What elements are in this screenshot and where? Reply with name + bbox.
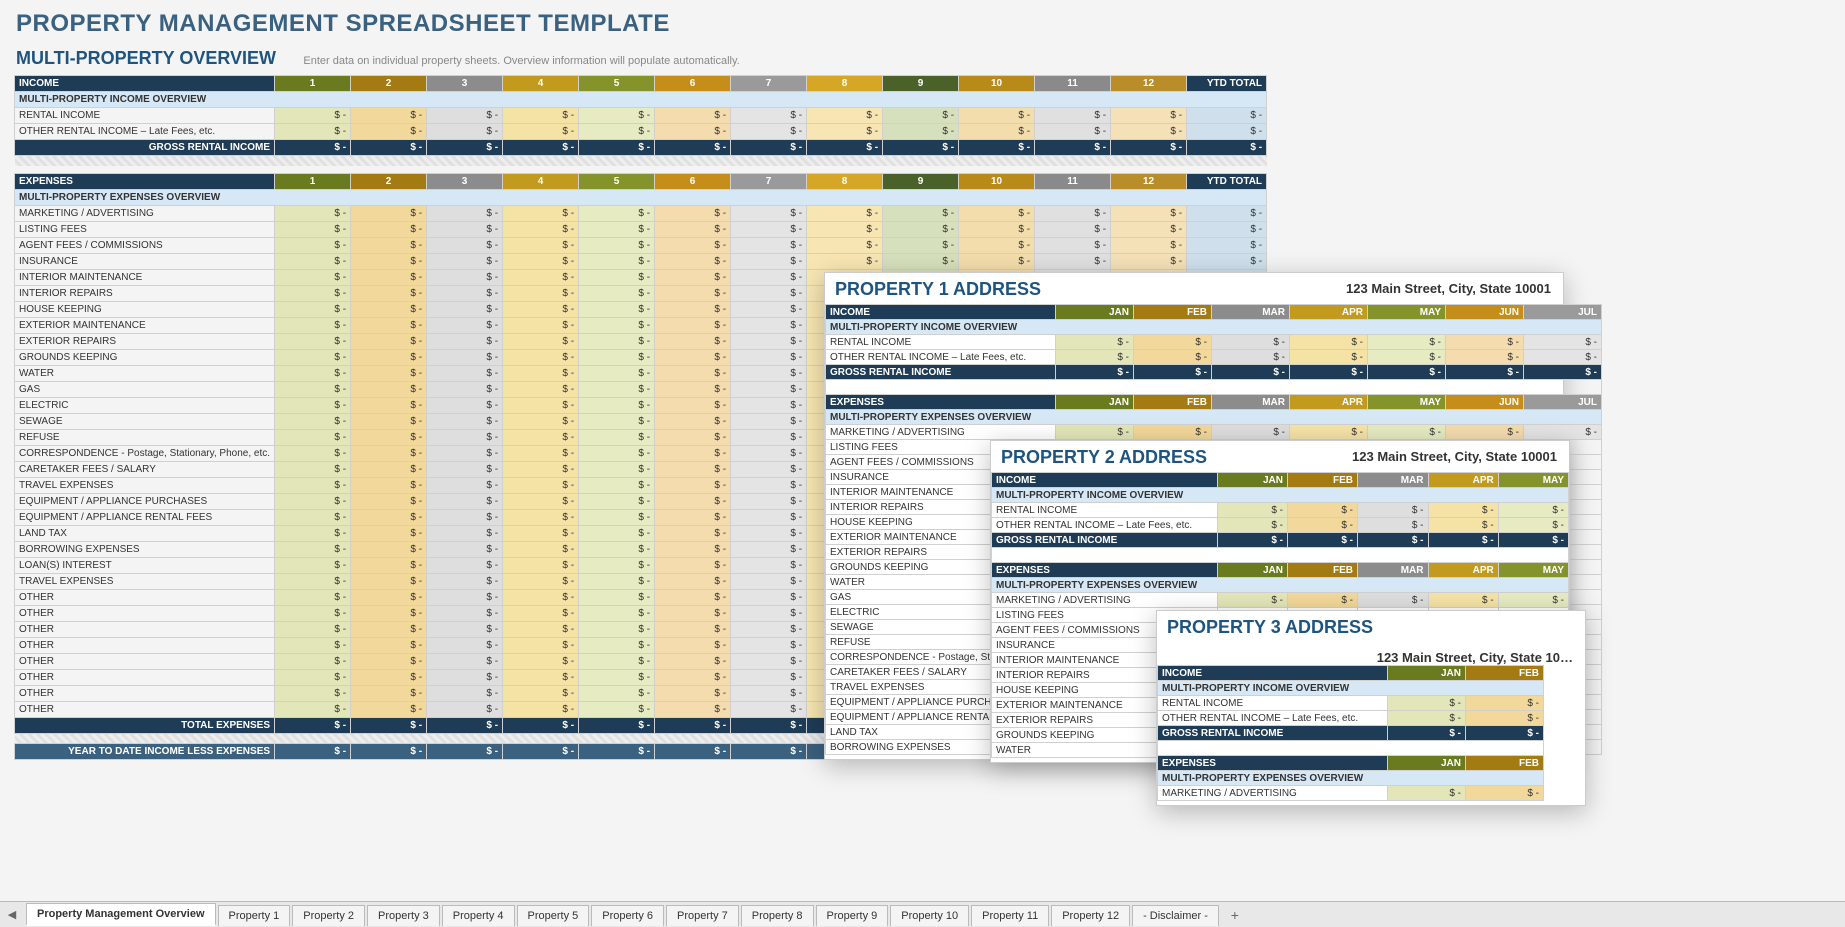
sheet-tab[interactable]: Property Management Overview	[26, 903, 216, 926]
sheet-tab[interactable]: Property 6	[591, 905, 664, 926]
section-hint: Enter data on individual property sheets…	[303, 55, 739, 67]
page-title: PROPERTY MANAGEMENT SPREADSHEET TEMPLATE	[0, 0, 1845, 42]
property-1-title: PROPERTY 1 ADDRESS	[825, 273, 1051, 304]
property-2-title: PROPERTY 2 ADDRESS	[991, 441, 1217, 472]
property-3-table[interactable]: INCOMEJANFEBMULTI-PROPERTY INCOME OVERVI…	[1157, 665, 1544, 801]
sheet-tab[interactable]: Property 2	[292, 905, 365, 926]
sheet-tab[interactable]: Property 3	[367, 905, 440, 926]
tab-add-button[interactable]: +	[1223, 907, 1247, 923]
property-3-address: 123 Main Street, City, State 10…	[1377, 642, 1585, 665]
sheet-tab[interactable]: Property 9	[816, 905, 889, 926]
sheet-tab[interactable]: Property 5	[517, 905, 590, 926]
property-3-card: PROPERTY 3 ADDRESS 123 Main Street, City…	[1156, 610, 1586, 806]
sheet-tab[interactable]: Property 10	[890, 905, 969, 926]
sheet-tab[interactable]: Property 7	[666, 905, 739, 926]
sheet-tab[interactable]: Property 12	[1051, 905, 1130, 926]
sheet-tab[interactable]: - Disclaimer -	[1132, 905, 1219, 926]
sheet-tab[interactable]: Property 1	[218, 905, 291, 926]
sheet-tab[interactable]: Property 4	[442, 905, 515, 926]
tab-nav-prev[interactable]: ◀	[0, 908, 24, 921]
sheet-tab-bar: ◀ Property Management OverviewProperty 1…	[0, 901, 1845, 927]
sheet-tab[interactable]: Property 8	[741, 905, 814, 926]
property-1-address: 123 Main Street, City, State 10001	[1346, 273, 1563, 296]
property-2-address: 123 Main Street, City, State 10001	[1352, 441, 1569, 464]
sheet-tab[interactable]: Property 11	[971, 905, 1049, 926]
section-title: MULTI-PROPERTY OVERVIEW	[0, 42, 276, 75]
property-3-title: PROPERTY 3 ADDRESS	[1157, 611, 1383, 642]
